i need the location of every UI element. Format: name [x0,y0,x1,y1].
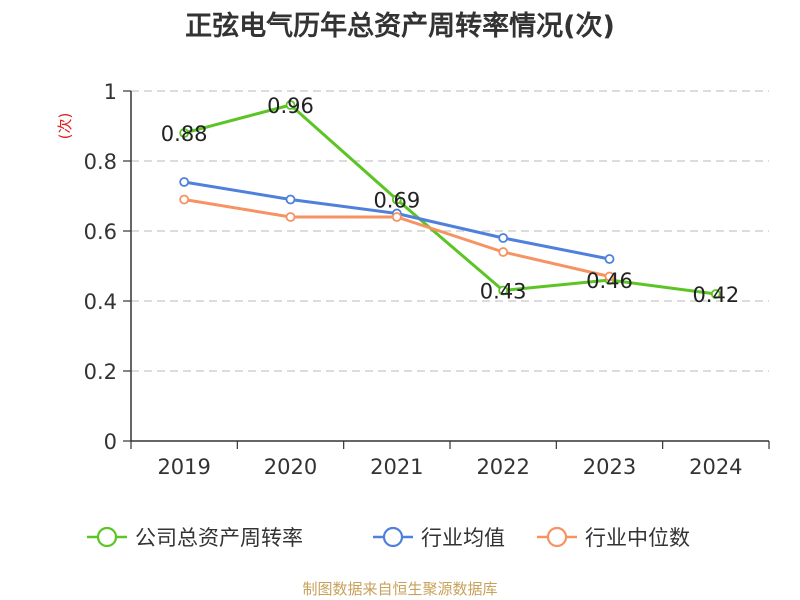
data-point [498,233,509,243]
data-point [391,212,402,222]
data-label: 0.88 [161,122,208,146]
x-tick-label: 2024 [689,455,742,479]
y-tick-label: 0 [104,430,117,454]
legend-marker [96,526,118,548]
data-labels: 0.88 0.96 0.69 0.43 0.46 0.42 [161,94,739,307]
x-tick-label: 2023 [583,455,636,479]
legend-label: 行业中位数 [585,526,690,550]
y-tick-label: 0.6 [84,220,117,244]
data-point [498,247,509,257]
data-point [179,194,190,205]
x-tick-label: 2022 [476,455,529,479]
data-point [285,212,296,222]
data-point [391,194,402,205]
data-point [285,100,296,110]
grid-lines [131,90,769,372]
data-source-note: 制图数据来自恒生聚源数据库 [302,580,498,598]
legend-marker [546,526,568,548]
data-point [604,271,615,282]
series-line [183,103,717,296]
data-point [285,194,296,205]
data-point [179,177,190,187]
x-tick-label: 2020 [264,455,317,479]
y-axis-unit-label: (次) [56,113,74,140]
y-tick-label: 0.8 [84,150,117,174]
legend-marker [382,526,404,548]
series-lines [179,100,721,299]
data-label: 0.46 [586,269,633,293]
legend: 公司总资产周转率 行业均值 行业中位数 [87,526,690,550]
data-point [604,254,615,264]
y-tick-label: 0.2 [84,360,117,384]
legend-label: 行业均值 [421,526,505,550]
data-label: 0.43 [480,280,527,304]
data-point [179,128,190,138]
x-tick-label: 2019 [157,455,210,479]
data-point [498,285,509,296]
data-label: 0.69 [373,189,420,213]
x-tick-label: 2021 [370,455,423,479]
y-tick-label: 1 [104,80,117,104]
data-label: 0.96 [267,94,314,118]
y-tick-label: 0.4 [84,290,117,314]
legend-label: 公司总资产周转率 [135,526,303,550]
axes: 0 0.2 0.4 0.6 0.8 1 2019 2020 2021 2022 2023 2024 (次… [56,80,770,479]
data-label: 0.42 [692,283,739,307]
chart-title: 正弦电气历年总资产周转率情况(次) [185,11,615,42]
data-point [710,289,721,299]
